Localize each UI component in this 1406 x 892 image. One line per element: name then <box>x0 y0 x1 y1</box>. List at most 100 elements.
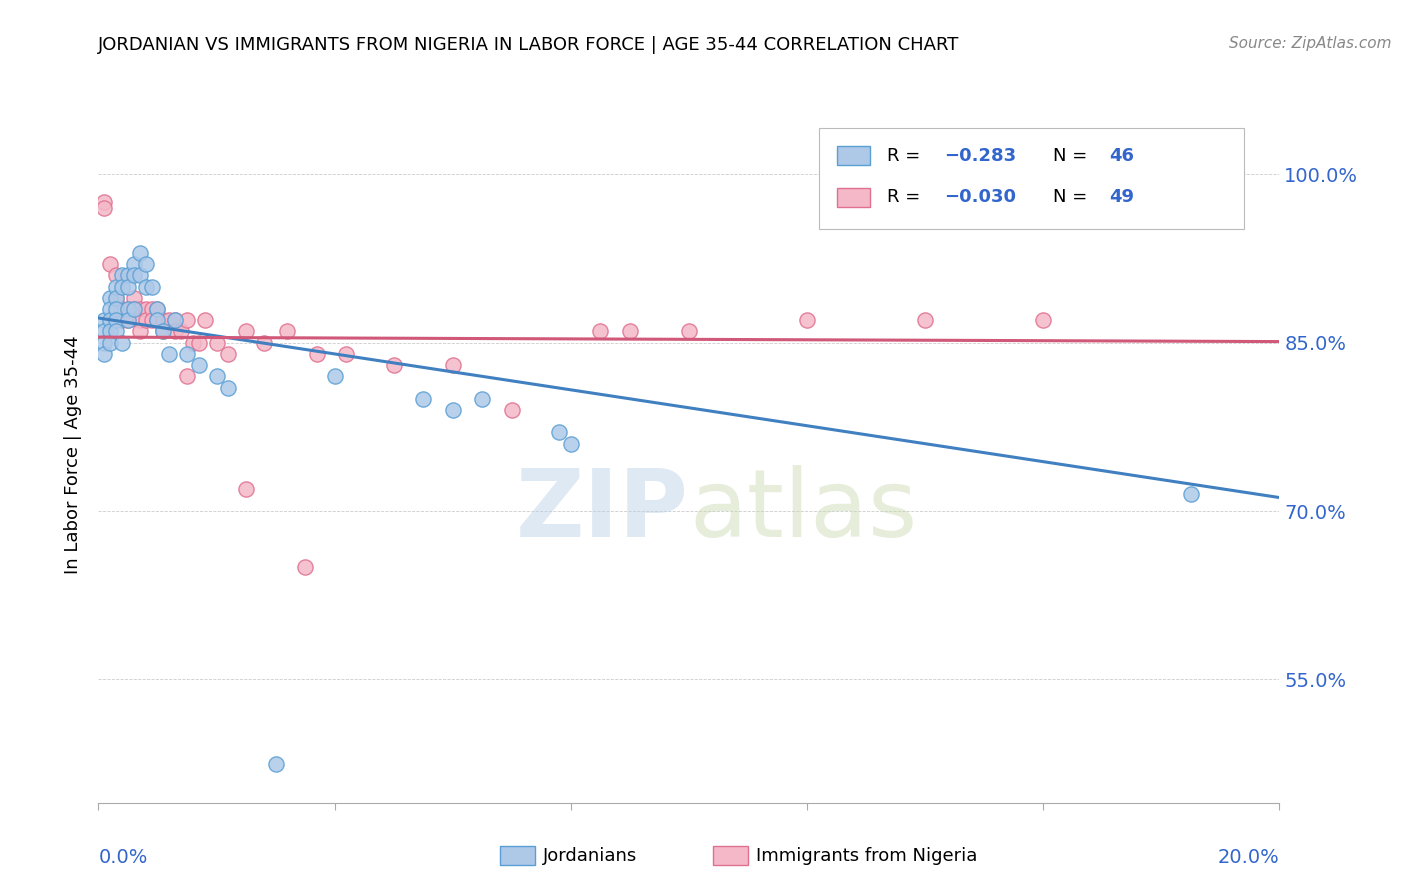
Text: −0.030: −0.030 <box>943 188 1017 206</box>
Text: Jordanians: Jordanians <box>543 847 637 864</box>
Point <box>141 301 163 316</box>
Text: 0.0%: 0.0% <box>98 848 148 867</box>
Point <box>128 313 150 327</box>
Point <box>157 313 180 327</box>
Point <box>560 436 582 450</box>
FancyBboxPatch shape <box>837 187 870 207</box>
Point <box>93 325 115 339</box>
Point <box>152 325 174 339</box>
Point <box>382 358 405 372</box>
Point <box>141 313 163 327</box>
Point <box>93 335 115 350</box>
Point <box>441 358 464 372</box>
Point <box>141 279 163 293</box>
Text: N =: N = <box>1053 188 1092 206</box>
Point <box>619 325 641 339</box>
Text: N =: N = <box>1053 147 1092 165</box>
Point <box>205 335 228 350</box>
Text: R =: R = <box>887 147 927 165</box>
Point <box>93 195 115 210</box>
Point <box>135 301 157 316</box>
Point <box>98 301 121 316</box>
FancyBboxPatch shape <box>713 846 748 865</box>
Point <box>548 425 571 440</box>
Point <box>111 335 134 350</box>
Point <box>323 369 346 384</box>
Point <box>205 369 228 384</box>
Text: 20.0%: 20.0% <box>1218 848 1279 867</box>
Point <box>305 347 328 361</box>
Point <box>235 325 257 339</box>
Point <box>105 279 128 293</box>
Point <box>176 347 198 361</box>
Point <box>235 482 257 496</box>
Point <box>194 313 217 327</box>
Point <box>117 279 139 293</box>
Point <box>217 347 239 361</box>
Point <box>135 313 157 327</box>
Point <box>253 335 276 350</box>
Point <box>111 313 134 327</box>
Point <box>135 279 157 293</box>
Point <box>122 257 145 271</box>
Point <box>98 257 121 271</box>
Point <box>117 313 139 327</box>
FancyBboxPatch shape <box>501 846 536 865</box>
Point <box>294 560 316 574</box>
Point <box>98 335 121 350</box>
Text: JORDANIAN VS IMMIGRANTS FROM NIGERIA IN LABOR FORCE | AGE 35-44 CORRELATION CHAR: JORDANIAN VS IMMIGRANTS FROM NIGERIA IN … <box>98 36 960 54</box>
Text: R =: R = <box>887 188 927 206</box>
Point <box>135 257 157 271</box>
Point <box>1032 313 1054 327</box>
Text: Immigrants from Nigeria: Immigrants from Nigeria <box>756 847 977 864</box>
Point <box>170 325 193 339</box>
Text: −0.283: −0.283 <box>943 147 1017 165</box>
Point <box>128 268 150 283</box>
Text: ZIP: ZIP <box>516 465 689 557</box>
Point <box>146 301 169 316</box>
Point <box>187 335 209 350</box>
Point <box>128 246 150 260</box>
Point <box>98 325 121 339</box>
Point <box>217 381 239 395</box>
Point <box>128 325 150 339</box>
Point <box>146 313 169 327</box>
Point <box>105 325 128 339</box>
Point <box>264 756 287 771</box>
Text: Source: ZipAtlas.com: Source: ZipAtlas.com <box>1229 36 1392 51</box>
Point <box>157 347 180 361</box>
Point <box>914 313 936 327</box>
Point <box>165 325 187 339</box>
Point <box>111 301 134 316</box>
Point <box>122 301 145 316</box>
Point <box>128 301 150 316</box>
Point <box>93 201 115 215</box>
Point <box>335 347 357 361</box>
Point <box>98 313 121 327</box>
Point <box>105 291 128 305</box>
FancyBboxPatch shape <box>837 146 870 166</box>
Point <box>165 313 187 327</box>
Point <box>146 313 169 327</box>
Point <box>165 313 187 327</box>
Point <box>501 403 523 417</box>
Point <box>1180 487 1202 501</box>
Point <box>276 325 298 339</box>
Point <box>93 313 115 327</box>
Point <box>187 358 209 372</box>
Point <box>441 403 464 417</box>
Point <box>181 335 204 350</box>
Point <box>412 392 434 406</box>
Point <box>93 347 115 361</box>
Point <box>117 301 139 316</box>
Text: 46: 46 <box>1109 147 1135 165</box>
Point <box>105 268 128 283</box>
Point <box>105 313 128 327</box>
Point <box>98 291 121 305</box>
Point <box>589 325 612 339</box>
Point <box>122 268 145 283</box>
Point <box>678 325 700 339</box>
Point <box>122 291 145 305</box>
Point <box>105 291 128 305</box>
Point <box>152 313 174 327</box>
